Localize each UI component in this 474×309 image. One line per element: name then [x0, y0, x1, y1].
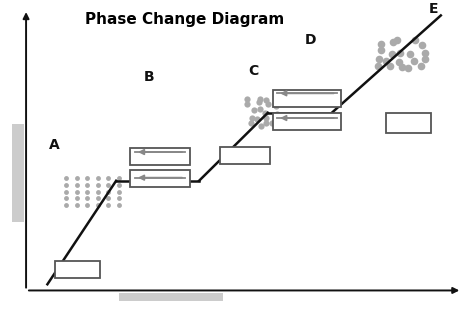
Bar — [130, 148, 190, 165]
Bar — [273, 90, 341, 107]
Text: B: B — [144, 70, 155, 84]
Bar — [118, 293, 223, 301]
Bar — [12, 124, 24, 222]
Bar — [55, 261, 100, 278]
Bar — [220, 147, 270, 164]
Text: C: C — [248, 64, 259, 78]
Bar — [273, 113, 341, 130]
Text: A: A — [49, 138, 60, 152]
Text: D: D — [305, 33, 316, 47]
Bar — [386, 113, 431, 133]
Text: E: E — [429, 2, 438, 16]
Bar — [130, 170, 190, 187]
Text: Phase Change Diagram: Phase Change Diagram — [85, 12, 284, 28]
